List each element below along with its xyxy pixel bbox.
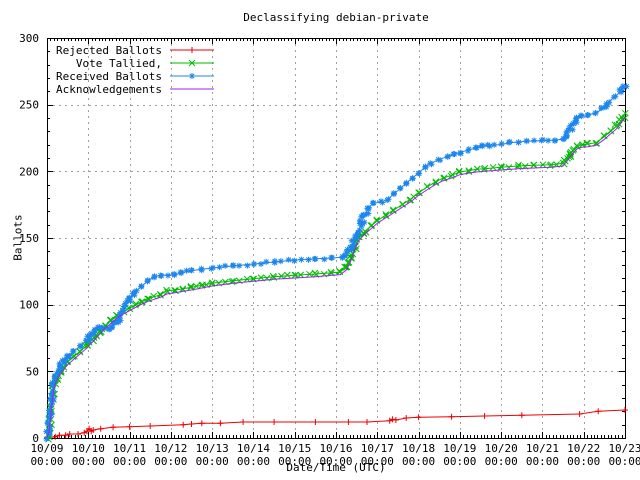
x-tick-time: 00:00 [30, 455, 63, 468]
x-tick-time: 00:00 [154, 455, 187, 468]
x-tick-time: 00:00 [526, 455, 559, 468]
legend-label: Rejected Ballots [56, 44, 162, 57]
y-tick-label: 150 [19, 232, 39, 245]
legend-marker-sample [189, 47, 195, 53]
series-markers [43, 83, 630, 442]
x-tick-date: 10/11 [113, 442, 146, 455]
plot-border [47, 38, 626, 439]
legend-item-acknowledgements: Acknowledgements [56, 83, 214, 96]
y-axis-label: Ballots [11, 214, 25, 261]
x-tick-date: 10/23 [608, 442, 640, 455]
legend-item-vote-tallied: Vote Tallied, [76, 57, 214, 70]
legend-label: Received Ballots [56, 70, 162, 83]
x-tick-date: 10/17 [361, 442, 394, 455]
x-tick-date: 10/16 [319, 442, 352, 455]
series-received-ballots [43, 83, 630, 442]
x-tick-date: 10/22 [567, 442, 600, 455]
x-tick-date: 10/18 [402, 442, 435, 455]
series-line [46, 116, 626, 439]
x-tick-date: 10/15 [278, 442, 311, 455]
legend-label: Vote Tallied, [76, 57, 162, 70]
x-tick-date: 10/09 [30, 442, 63, 455]
legend-marker-sample [189, 73, 195, 79]
x-tick-date: 10/20 [485, 442, 518, 455]
x-tick-date: 10/21 [526, 442, 559, 455]
tick-labels: 05010015020025030010/0900:0010/1000:0010… [19, 32, 640, 468]
x-tick-date: 10/19 [443, 442, 476, 455]
x-tick-date: 10/13 [196, 442, 229, 455]
x-tick-date: 10/10 [72, 442, 105, 455]
legend-item-received-ballots: Received Ballots [56, 70, 214, 83]
series-acknowledgements [46, 116, 626, 439]
y-tick-label: 100 [19, 299, 39, 312]
x-tick-time: 00:00 [608, 455, 640, 468]
x-tick-time: 00:00 [402, 455, 435, 468]
x-tick-time: 00:00 [443, 455, 476, 468]
gridlines [47, 38, 625, 438]
x-tick-time: 00:00 [196, 455, 229, 468]
y-tick-label: 250 [19, 99, 39, 112]
y-tick-label: 300 [19, 32, 39, 45]
x-tick-time: 00:00 [319, 455, 352, 468]
y-tick-label: 50 [26, 365, 39, 378]
x-axis-label: Date/Time (UTC) [286, 461, 386, 474]
x-tick-date: 10/14 [237, 442, 270, 455]
x-tick-time: 00:00 [567, 455, 600, 468]
x-tick-time: 00:00 [278, 455, 311, 468]
x-tick-time: 00:00 [485, 455, 518, 468]
x-tick-time: 00:00 [237, 455, 270, 468]
legend-label: Acknowledgements [56, 83, 162, 96]
series-line [46, 113, 626, 439]
y-tick-label: 200 [19, 165, 39, 178]
x-tick-time: 00:00 [72, 455, 105, 468]
chart-title: Declassifying debian-private [243, 11, 429, 24]
x-tick-date: 10/12 [154, 442, 187, 455]
legend-item-rejected-ballots: Rejected Ballots [56, 44, 214, 57]
y-tick-label: 0 [32, 432, 39, 445]
x-tick-time: 00:00 [113, 455, 146, 468]
x-tick-time: 00:00 [361, 455, 394, 468]
legend-marker-sample [188, 59, 196, 67]
